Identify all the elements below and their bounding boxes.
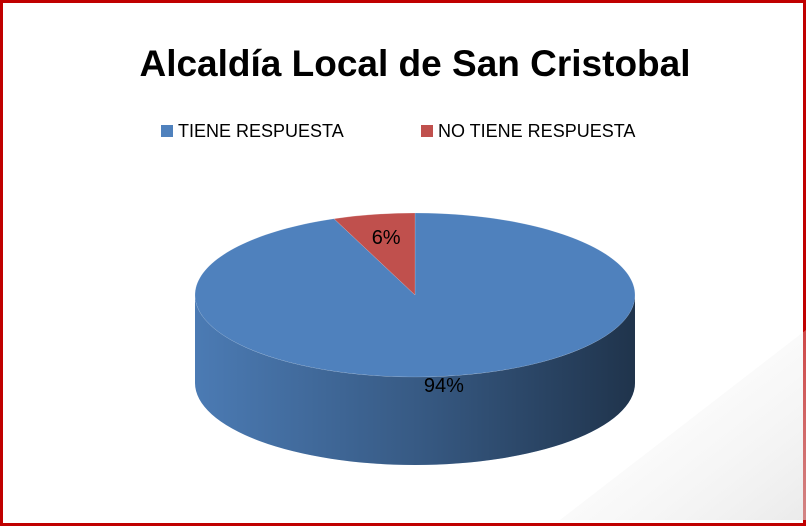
legend-label: NO TIENE RESPUESTA bbox=[438, 121, 635, 141]
legend: TIENE RESPUESTA NO TIENE RESPUESTA bbox=[161, 121, 635, 141]
slice bbox=[333, 212, 416, 296]
chart-title: Alcaldía Local de San Cristobal bbox=[139, 43, 690, 84]
slice-side-shade bbox=[195, 295, 635, 465]
background-shine bbox=[560, 330, 806, 520]
legend-swatch bbox=[161, 125, 173, 137]
legend-swatch bbox=[421, 125, 433, 137]
data-label: 94% bbox=[424, 375, 464, 397]
pie: 94% 6% bbox=[194, 212, 636, 465]
slice bbox=[194, 212, 636, 378]
data-label: 6% bbox=[372, 227, 401, 249]
legend-label: TIENE RESPUESTA bbox=[178, 121, 344, 141]
